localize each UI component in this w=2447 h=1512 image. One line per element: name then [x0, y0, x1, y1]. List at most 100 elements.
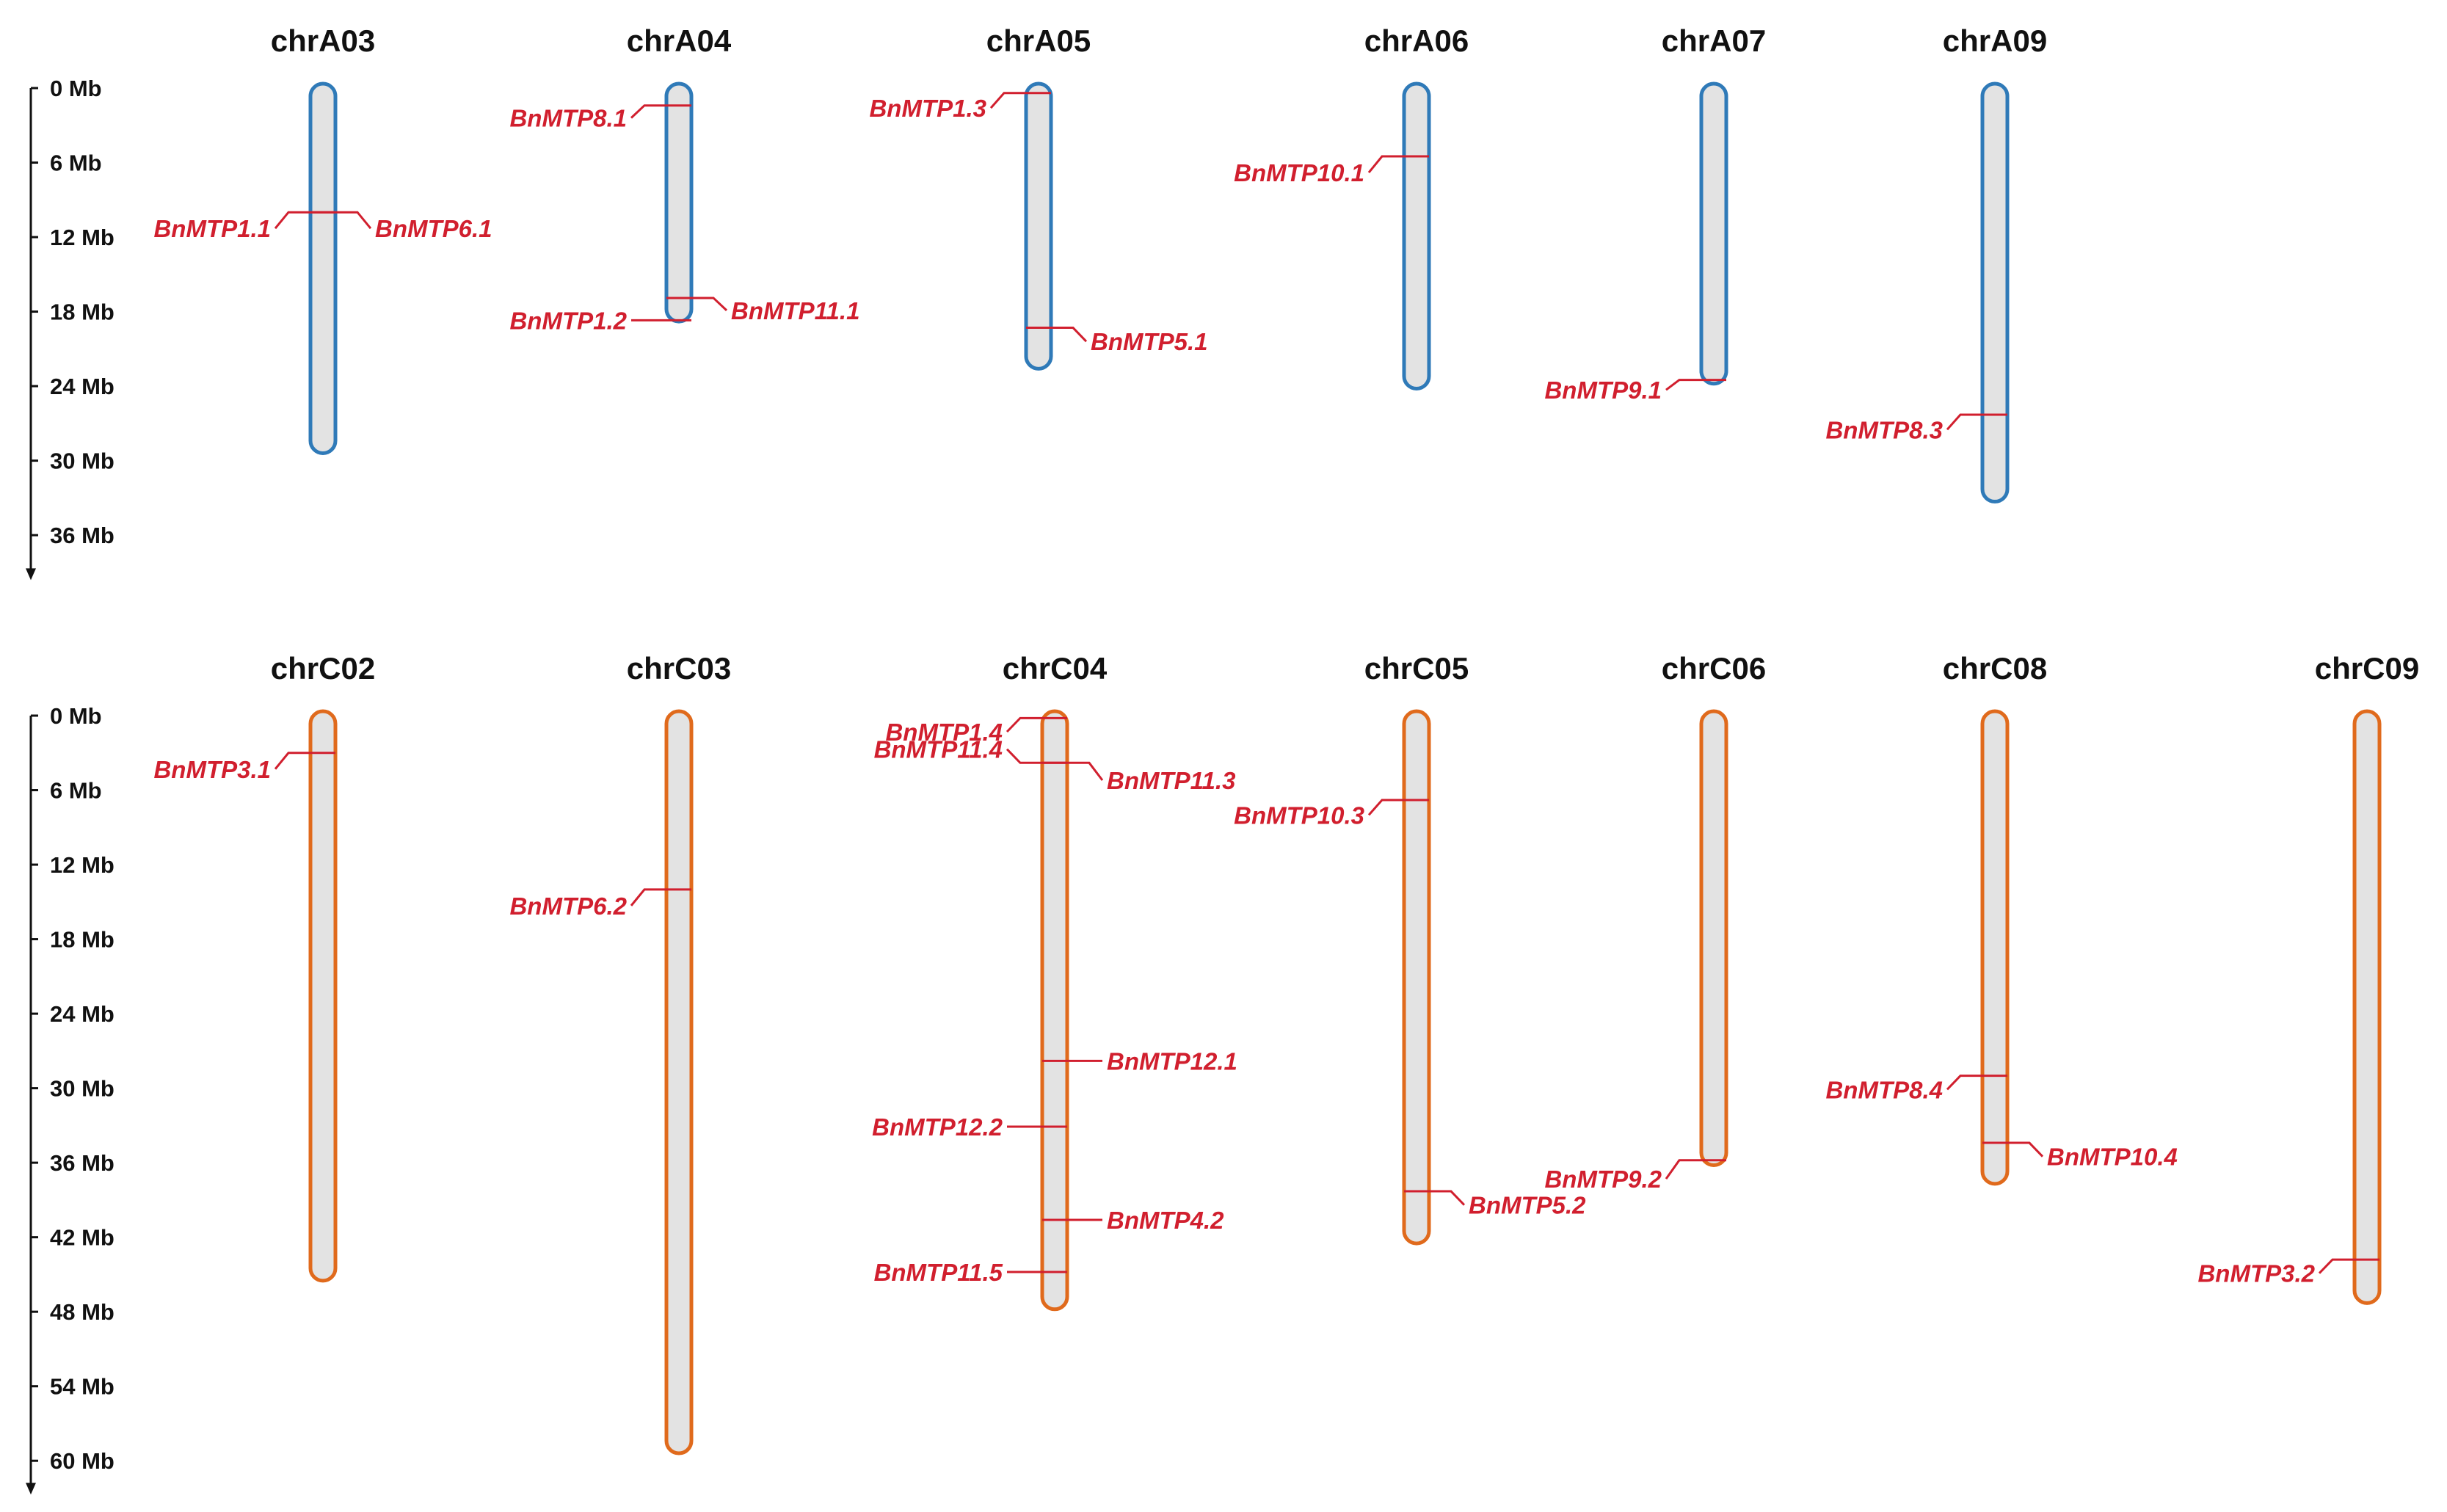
- gene-label: BnMTP6.2: [509, 893, 627, 920]
- chromosome-title: chrA06: [1364, 23, 1469, 58]
- axis-tick-label: 0 Mb: [50, 703, 102, 729]
- gene-leader-line: [989, 92, 1026, 109]
- gene-marker: BnMTP3.1: [153, 752, 335, 783]
- chromosome-title: chrA05: [986, 23, 1091, 58]
- gene-marker: BnMTP1.2: [509, 307, 691, 334]
- axis-tick-label: 18 Mb: [50, 927, 114, 953]
- gene-marker: BnMTP5.2: [1404, 1190, 1586, 1219]
- gene-marker: BnMTP11.1: [666, 297, 859, 324]
- panel-C: 0 Mb 6 Mb 12 Mb 18 Mb 24 Mb 30 Mb 36 Mb 42 Mb 48…: [26, 651, 2419, 1495]
- chromosome-body: [2352, 709, 2382, 1305]
- panel-A: 0 Mb 6 Mb 12 Mb 18 Mb 24 Mb 30 Mb 36 Mb chrA03 B…: [26, 23, 2047, 581]
- chromosome-chrA03: chrA03 BnMTP1.1 BnMTP6.1: [153, 23, 492, 455]
- chromosome-body: [664, 81, 694, 324]
- gene-label: BnMTP10.1: [1234, 159, 1364, 186]
- gene-label: BnMTP11.4: [874, 736, 1003, 763]
- gene-leader-line: [1051, 327, 1088, 343]
- axis-tick-label: 54 Mb: [50, 1374, 114, 1400]
- axis-tick-label: 0 Mb: [50, 76, 102, 101]
- gene-leader-line: [1067, 761, 1104, 781]
- chromosome-body: [664, 709, 694, 1455]
- gene-marker: BnMTP9.1: [1544, 377, 1726, 404]
- gene-marker: BnMTP1.4: [885, 716, 1067, 746]
- gene-leader-line: [1665, 379, 1701, 391]
- gene-marker: BnMTP12.2: [872, 1113, 1067, 1141]
- gene-label: BnMTP1.4: [885, 719, 1003, 746]
- chromosome-body: [1402, 81, 1431, 390]
- gene-marker: BnMTP11.3: [1042, 761, 1235, 794]
- gene-leader-line: [1006, 716, 1042, 733]
- gene-label: BnMTP10.3: [1234, 802, 1364, 829]
- gene-leader-line: [1665, 1159, 1701, 1180]
- chromosome-body: [1980, 81, 2010, 504]
- chromosome-title: chrC06: [1662, 651, 1766, 686]
- gene-leader-line: [274, 752, 310, 770]
- gene-label: BnMTP3.2: [2197, 1260, 2315, 1287]
- gene-label: BnMTP11.3: [1107, 767, 1235, 794]
- chromosome-chrC06: chrC06 BnMTP9.2: [1544, 651, 1766, 1193]
- gene-marker: BnMTP8.3: [1825, 413, 2007, 443]
- axis-tick-label: 36 Mb: [50, 1150, 114, 1176]
- chromosome-chrA09: chrA09 BnMTP8.3: [1825, 23, 2047, 504]
- gene-marker: BnMTP10.1: [1234, 155, 1429, 186]
- chromosome-title: chrC02: [271, 651, 375, 686]
- gene-label: BnMTP12.2: [872, 1113, 1003, 1141]
- gene-leader-line: [2318, 1258, 2355, 1274]
- gene-label: BnMTP8.4: [1825, 1076, 1943, 1103]
- gene-marker: BnMTP6.2: [509, 888, 691, 920]
- gene-marker: BnMTP10.3: [1234, 799, 1429, 829]
- gene-marker: BnMTP11.4: [874, 736, 1067, 764]
- chromosome-chrA07: chrA07 BnMTP9.1: [1544, 23, 1766, 404]
- gene-marker: BnMTP1.1: [153, 211, 335, 242]
- chromosome-title: chrC04: [1003, 651, 1108, 686]
- gene-leader-line: [1367, 799, 1404, 816]
- gene-leader-line: [1367, 155, 1404, 174]
- gene-label: BnMTP5.1: [1091, 328, 1208, 355]
- scale-axis: 0 Mb 6 Mb 12 Mb 18 Mb 24 Mb 30 Mb 36 Mb: [26, 76, 114, 581]
- chromosome-chrC08: chrC08 BnMTP8.4 BnMTP10.4: [1825, 651, 2178, 1186]
- chromosome-body: [1402, 709, 1431, 1246]
- gene-label: BnMTP1.1: [153, 215, 271, 242]
- gene-marker: BnMTP4.2: [1042, 1207, 1224, 1234]
- chromosome-chrC03: chrC03 BnMTP6.2: [509, 651, 731, 1455]
- gene-label: BnMTP1.3: [869, 95, 986, 122]
- gene-label: BnMTP12.1: [1107, 1047, 1237, 1075]
- chromosome-chrA04: chrA04 BnMTP8.1 BnMTP1.2 BnMTP11.1: [509, 23, 859, 334]
- gene-marker: BnMTP9.2: [1544, 1159, 1726, 1193]
- chromosome-title: chrA09: [1943, 23, 2047, 58]
- axis-tick-label: 30 Mb: [50, 448, 114, 474]
- chromosome-body: [308, 709, 338, 1283]
- chromosome-body: [1699, 81, 1728, 386]
- gene-label: BnMTP8.3: [1825, 416, 1943, 443]
- chromosome-title: chrC03: [627, 651, 731, 686]
- chromosome-body: [1980, 709, 2010, 1186]
- axis-tick-label: 60 Mb: [50, 1448, 114, 1474]
- gene-label: BnMTP11.5: [874, 1259, 1003, 1286]
- gene-leader-line: [274, 211, 310, 230]
- chromosome-chrC09: chrC09 BnMTP3.2: [2197, 651, 2419, 1305]
- chromosome-body: [1024, 81, 1053, 371]
- axis-tick-label: 24 Mb: [50, 1001, 114, 1027]
- chromosome-chrC05: chrC05 BnMTP10.3 BnMTP5.2: [1234, 651, 1586, 1246]
- gene-marker: BnMTP10.4: [1982, 1141, 2178, 1171]
- chromosome-title: chrA03: [271, 23, 375, 58]
- gene-marker: BnMTP1.3: [869, 92, 1051, 122]
- gene-label: BnMTP6.1: [375, 215, 492, 242]
- chromosome-title: chrA04: [627, 23, 732, 58]
- gene-marker: BnMTP3.2: [2197, 1258, 2379, 1287]
- gene-leader-line: [1006, 748, 1042, 764]
- gene-marker: BnMTP5.1: [1026, 327, 1208, 355]
- gene-label: BnMTP9.2: [1544, 1166, 1662, 1193]
- axis-tick-label: 18 Mb: [50, 299, 114, 325]
- gene-label: BnMTP11.1: [731, 297, 859, 324]
- chromosome-title: chrA07: [1662, 23, 1766, 58]
- gene-marker: BnMTP6.1: [310, 211, 492, 242]
- gene-label: BnMTP4.2: [1107, 1207, 1224, 1234]
- chromosome-title: chrC09: [2315, 651, 2419, 686]
- gene-label: BnMTP9.1: [1544, 377, 1662, 404]
- gene-marker: BnMTP8.1: [509, 104, 691, 132]
- gene-marker: BnMTP12.1: [1042, 1047, 1237, 1075]
- gene-leader-line: [1946, 413, 1982, 431]
- gene-label: BnMTP8.1: [509, 105, 627, 132]
- scale-axis: 0 Mb 6 Mb 12 Mb 18 Mb 24 Mb 30 Mb 36 Mb 42 Mb 48…: [26, 703, 114, 1495]
